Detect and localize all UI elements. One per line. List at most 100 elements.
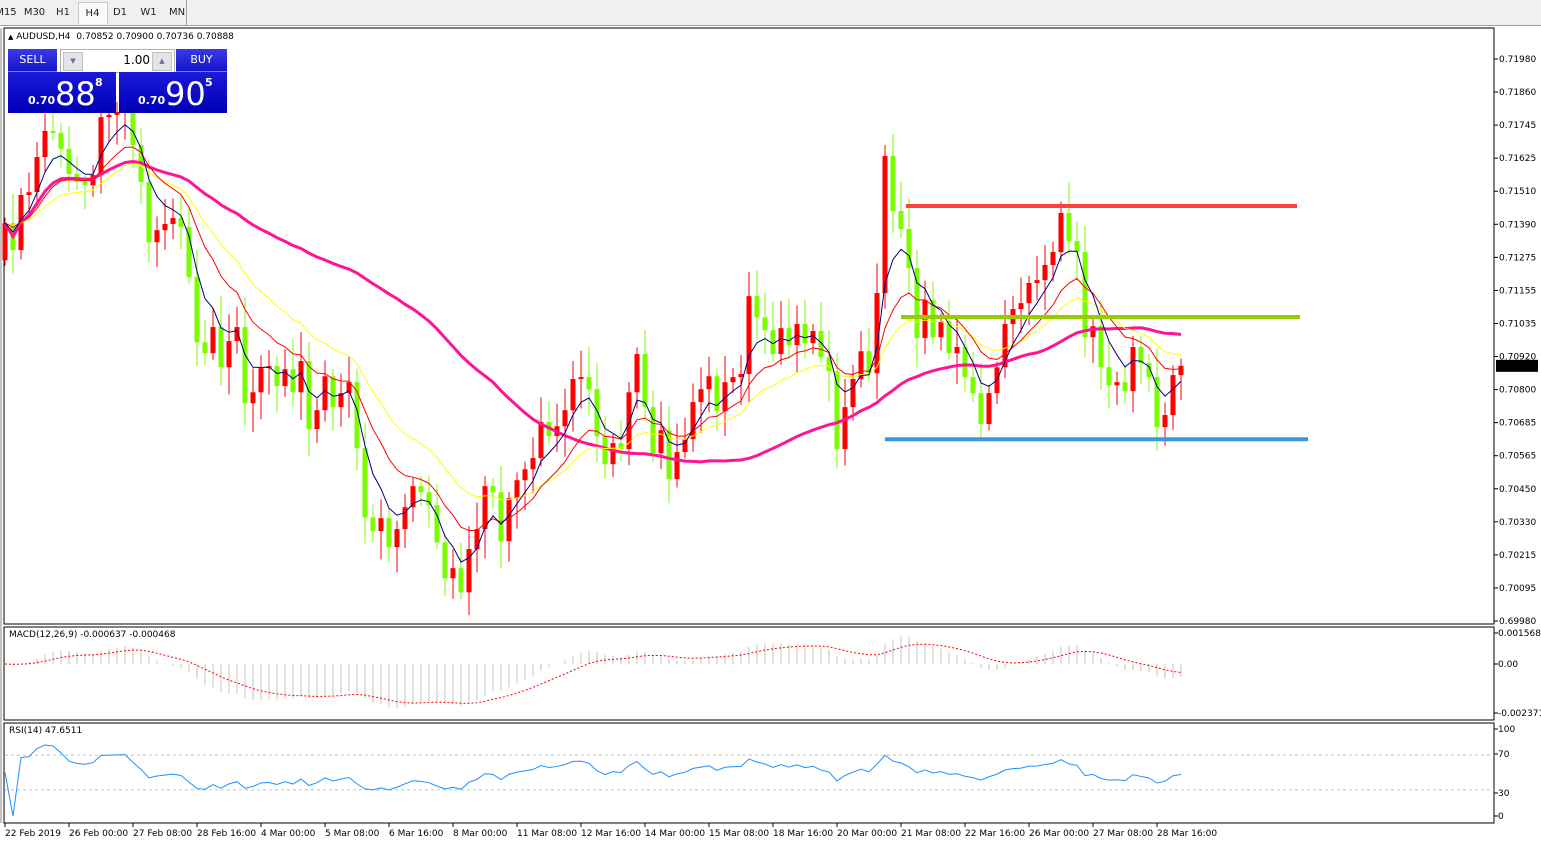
ohlc-low: 0.70736 bbox=[156, 32, 194, 42]
time-axis-label: 26 Feb 00:00 bbox=[69, 829, 128, 839]
sell-price[interactable]: 0.70 88 8 bbox=[8, 72, 116, 113]
price-axis-label: 0.71745 bbox=[1499, 121, 1536, 131]
lot-size-input[interactable]: ▼ 1.00 ▲ bbox=[60, 49, 175, 73]
bull-candle bbox=[314, 410, 320, 430]
timeframe-tab-h1[interactable]: H1 bbox=[56, 7, 70, 18]
bear-candle bbox=[594, 389, 600, 437]
time-axis-label: 20 Mar 00:00 bbox=[837, 829, 897, 839]
bear-candle bbox=[786, 328, 792, 346]
bull-candle bbox=[874, 293, 880, 374]
bear-candle bbox=[354, 382, 360, 449]
time-axis-label: 18 Mar 16:00 bbox=[773, 829, 833, 839]
timeframe-toolbar: M15 M30 H1 H4 D1 W1 MN bbox=[0, 0, 1541, 26]
collapse-triangle-icon[interactable]: ▲ bbox=[8, 33, 14, 41]
bull-candle bbox=[722, 382, 728, 412]
bull-candle bbox=[162, 223, 168, 231]
bear-candle bbox=[1106, 367, 1112, 386]
bull-candle bbox=[778, 328, 784, 355]
timeframe-tab-mn[interactable]: MN bbox=[168, 7, 186, 18]
timeframe-tab-d1[interactable]: D1 bbox=[112, 7, 128, 18]
bear-candle bbox=[602, 436, 608, 465]
bear-candle bbox=[1146, 363, 1152, 378]
bull-candle bbox=[986, 393, 992, 425]
bull-candle bbox=[250, 392, 256, 404]
current-price-tag bbox=[1496, 359, 1538, 372]
bear-candle bbox=[890, 155, 896, 212]
bull-candle bbox=[850, 379, 856, 408]
bull-candle bbox=[882, 155, 888, 294]
bear-candle bbox=[274, 366, 280, 387]
chart-header: ▲ AUDUSD,H4 0.70852 0.70900 0.70736 0.70… bbox=[8, 32, 234, 42]
price-axis-label: 0.71980 bbox=[1499, 55, 1536, 65]
bear-candle bbox=[50, 130, 56, 133]
bull-candle bbox=[706, 376, 712, 390]
bull-candle bbox=[922, 300, 928, 339]
bull-candle bbox=[538, 422, 544, 459]
bear-candle bbox=[586, 377, 592, 390]
price-axis-label: 0.70685 bbox=[1499, 419, 1536, 429]
bear-candle bbox=[290, 369, 296, 393]
bull-candle bbox=[522, 469, 528, 481]
timeframe-tab-h4[interactable]: H4 bbox=[77, 2, 108, 24]
bull-candle bbox=[1130, 347, 1136, 392]
macd-signal-line bbox=[4, 643, 1182, 704]
bull-candle bbox=[1002, 323, 1008, 368]
bull-candle bbox=[34, 157, 40, 193]
price-axis-label: 0.70330 bbox=[1499, 518, 1536, 528]
price-axis-label: 0.69980 bbox=[1499, 617, 1536, 627]
one-click-trading-panel: SELL ▼ 1.00 ▲ BUY 0.70 88 8 0.70 90 5 bbox=[8, 47, 228, 113]
bear-candle bbox=[362, 448, 368, 518]
bear-candle bbox=[826, 357, 832, 372]
rsi-line bbox=[4, 744, 1182, 817]
bear-candle bbox=[1066, 212, 1072, 242]
timeframe-tab-m30[interactable]: M30 bbox=[23, 7, 46, 18]
sell-button[interactable]: SELL bbox=[8, 49, 57, 72]
rsi-label: RSI(14) 47.6511 bbox=[9, 726, 83, 736]
bull-candle bbox=[322, 376, 328, 411]
bear-candle bbox=[370, 517, 376, 532]
bull-candle bbox=[450, 568, 456, 579]
bull-candle bbox=[466, 549, 472, 593]
bear-candle bbox=[906, 229, 912, 269]
bull-candle bbox=[394, 529, 400, 548]
main-chart-panel bbox=[3, 27, 1495, 625]
bear-candle bbox=[82, 182, 88, 186]
bear-candle bbox=[434, 505, 440, 543]
bull-candle bbox=[226, 341, 232, 368]
timeframe-tab-m15[interactable]: M15 bbox=[0, 7, 17, 18]
bull-candle bbox=[26, 192, 32, 196]
time-axis-label: 28 Mar 16:00 bbox=[1157, 829, 1217, 839]
lot-value[interactable]: 1.00 bbox=[123, 53, 150, 67]
rsi-axis-label: 0 bbox=[1498, 812, 1504, 822]
bear-candle bbox=[946, 321, 952, 354]
price-axis-label: 0.71860 bbox=[1499, 88, 1536, 98]
bear-candle bbox=[962, 347, 968, 378]
bull-candle bbox=[170, 218, 176, 224]
price-axis-label: 0.70565 bbox=[1499, 452, 1536, 462]
bear-candle bbox=[866, 351, 872, 374]
time-axis-label: 28 Feb 16:00 bbox=[197, 829, 256, 839]
bear-candle bbox=[1154, 377, 1160, 428]
macd-axis-label: 0.001568 bbox=[1498, 629, 1541, 639]
bull-candle bbox=[954, 347, 960, 354]
rsi-panel bbox=[3, 722, 1495, 824]
bull-candle bbox=[794, 323, 800, 346]
bear-candle bbox=[914, 268, 920, 339]
buy-price[interactable]: 0.70 90 5 bbox=[119, 72, 227, 113]
macd-label: MACD(12,26,9) -0.000637 -0.000468 bbox=[9, 630, 176, 640]
time-axis-label: 15 Mar 08:00 bbox=[709, 829, 769, 839]
bull-candle bbox=[810, 331, 816, 344]
bull-candle bbox=[474, 529, 480, 550]
buy-button[interactable]: BUY bbox=[176, 49, 227, 72]
bear-candle bbox=[194, 277, 200, 343]
bull-candle bbox=[938, 321, 944, 338]
bear-candle bbox=[1082, 252, 1088, 338]
bull-candle bbox=[1034, 280, 1040, 283]
lot-decrease-icon[interactable]: ▼ bbox=[63, 52, 83, 71]
bull-candle bbox=[2, 223, 8, 261]
timeframe-tab-w1[interactable]: W1 bbox=[140, 7, 157, 18]
bull-candle bbox=[634, 354, 640, 393]
lot-increase-icon[interactable]: ▲ bbox=[152, 52, 172, 71]
rsi-axis-label: 100 bbox=[1498, 725, 1515, 735]
